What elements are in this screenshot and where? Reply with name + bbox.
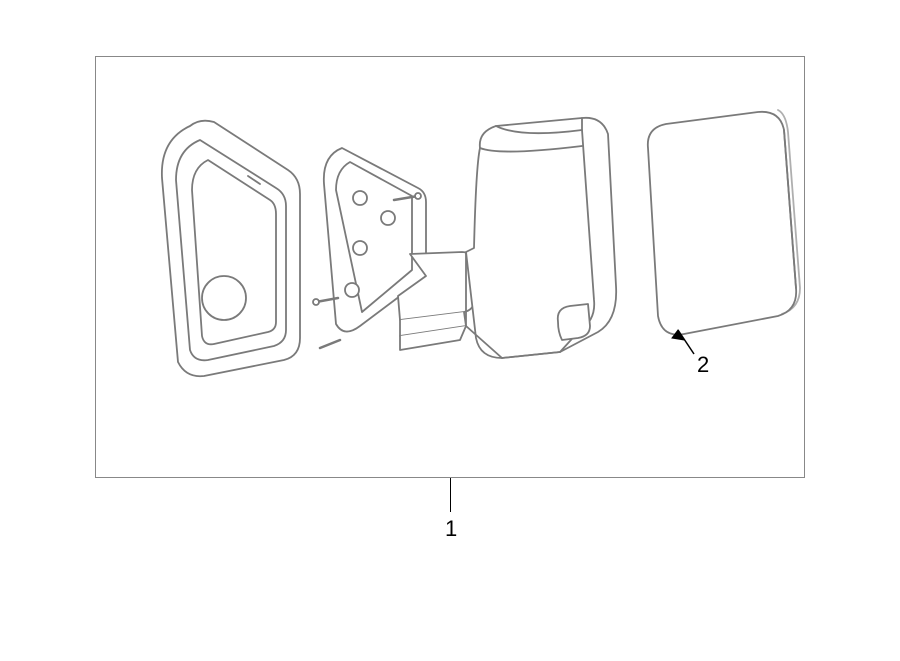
mirror-housing — [466, 118, 616, 358]
callout-2-label: 2 — [697, 352, 709, 378]
callout-1-label: 1 — [445, 516, 457, 542]
mirror-glass — [648, 110, 800, 335]
callout-1-line — [450, 478, 451, 512]
mirror-arm-bracket — [313, 148, 474, 350]
parts-line-art — [0, 0, 900, 661]
mounting-bracket-base — [162, 121, 300, 377]
